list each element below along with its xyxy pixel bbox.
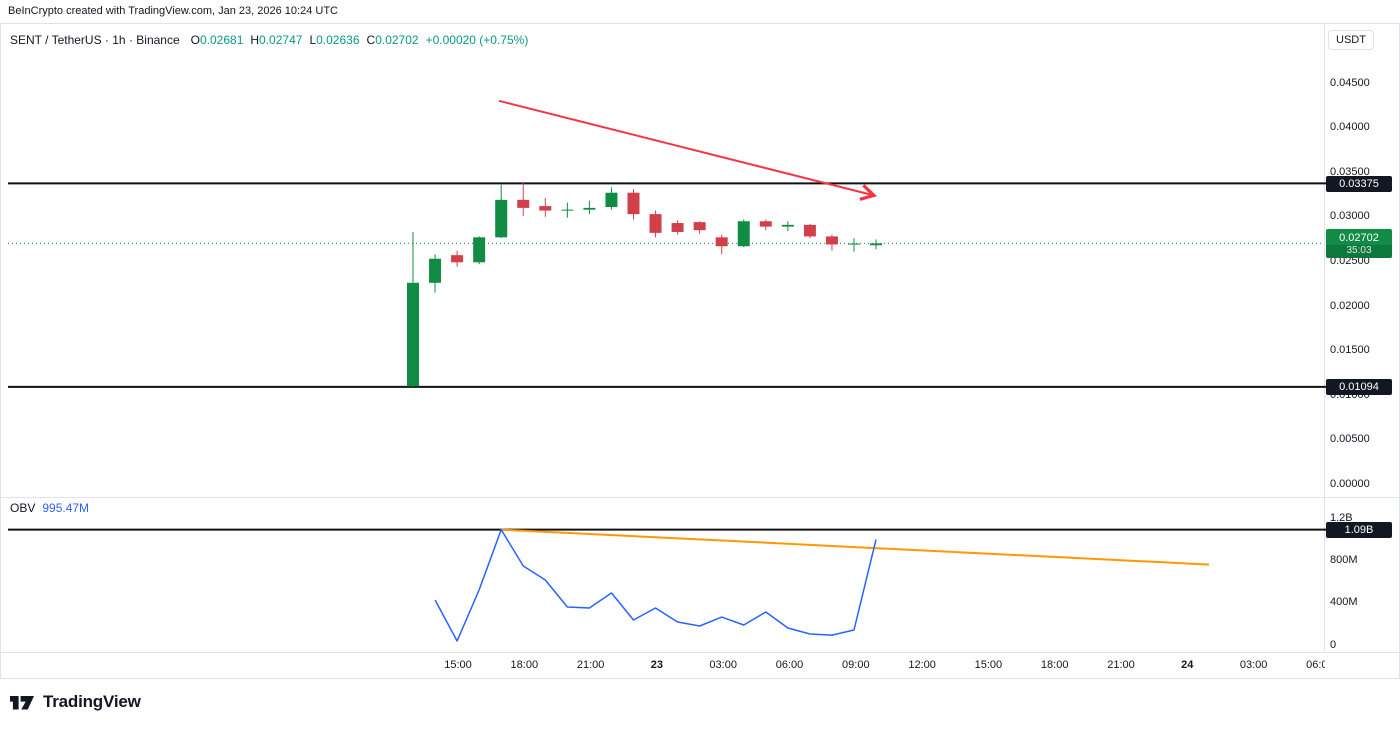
candle-body xyxy=(627,192,640,215)
ohlc-value: 0.02747 xyxy=(259,33,303,47)
lower-level-price-tag: 0.01094 xyxy=(1326,379,1392,396)
obv-line xyxy=(434,528,877,642)
candle-body xyxy=(517,199,530,208)
ohlc-value: 0.02702 xyxy=(375,33,419,47)
ohlc-value: 0.02681 xyxy=(199,33,244,47)
time-axis-label: 24 xyxy=(1181,659,1194,671)
trend-arrow xyxy=(498,99,878,201)
candle-body xyxy=(649,214,662,233)
candle-body xyxy=(473,237,486,263)
obv-value: 995.47M xyxy=(42,501,90,515)
candle-body xyxy=(759,221,772,227)
time-axis-label: 06:00 xyxy=(1306,659,1325,671)
tradingview-footer[interactable]: TradingView xyxy=(10,692,141,712)
candle-body xyxy=(803,224,816,237)
quote-currency-label: USDT xyxy=(1328,30,1374,50)
attribution-text: BeInCrypto created with TradingView.com,… xyxy=(0,0,1400,24)
time-axis-label: 03:00 xyxy=(1239,659,1268,671)
ohlc-value: 0.02636 xyxy=(316,33,360,47)
candle-body xyxy=(781,224,794,227)
obv-label: OBV xyxy=(10,501,36,515)
time-axis-label: 21:00 xyxy=(1107,659,1135,671)
candle-body xyxy=(605,192,618,207)
candle-body xyxy=(848,243,860,245)
ohlc-letter: C xyxy=(366,33,376,47)
ohlc-letter: O xyxy=(190,33,200,47)
candle-body xyxy=(715,237,728,247)
time-axis-label: 06:00 xyxy=(775,659,804,671)
symbol-legend: SENT / TetherUS · 1h · Binance O0.02681 H0… xyxy=(10,33,528,47)
time-axis-label: 15:00 xyxy=(974,659,1003,671)
tradingview-brand-text: TradingView xyxy=(43,692,141,711)
candle-body xyxy=(561,209,574,211)
candle-body xyxy=(583,207,596,210)
candle-body xyxy=(539,206,552,211)
time-axis-label: 15:00 xyxy=(444,659,472,671)
upper-level-price-tag: 0.03375 xyxy=(1326,175,1392,192)
candle-body xyxy=(693,222,706,231)
ohlc-letter: H xyxy=(250,33,260,47)
obv-legend: OBV 995.47M xyxy=(10,501,89,515)
candle-body xyxy=(737,221,750,247)
candle-body xyxy=(451,255,464,263)
obv-level-tag: 1.09B xyxy=(1326,522,1392,539)
candle-body xyxy=(870,243,883,246)
time-axis[interactable]: 15:00 18:00 21:00 23 03:00 06:00 09:00 12:00 15:… xyxy=(0,653,1325,678)
candle-body xyxy=(671,223,684,232)
time-axis-label: 03:00 xyxy=(709,659,737,671)
time-axis-label: 18:00 xyxy=(1040,659,1069,671)
time-axis-label: 12:00 xyxy=(908,659,936,671)
candle-body xyxy=(825,236,838,245)
time-axis-label: 18:00 xyxy=(510,659,539,671)
symbol-title: SENT / TetherUS · 1h · Binance xyxy=(10,33,180,47)
ohlc-values: O0.02681 H0.02747 L0.02636 C0.02702 xyxy=(184,33,419,47)
time-axis-label: 21:00 xyxy=(576,659,605,671)
current-price-value: 0.02702 xyxy=(1339,232,1379,245)
time-axis-label: 09:00 xyxy=(842,659,870,671)
candle-body xyxy=(407,282,419,387)
candle-body xyxy=(495,199,508,238)
current-price-tag: 0.02702 35:03 xyxy=(1326,229,1392,259)
price-change: +0.00020 (+0.75%) xyxy=(425,33,529,47)
obv-trendline xyxy=(501,528,1210,566)
ohlc-letter: L xyxy=(309,33,317,47)
candle-body xyxy=(429,258,442,283)
tradingview-logo-icon xyxy=(10,696,34,710)
time-axis-label: 23 xyxy=(650,659,664,671)
bar-countdown: 35:03 xyxy=(1326,245,1392,259)
